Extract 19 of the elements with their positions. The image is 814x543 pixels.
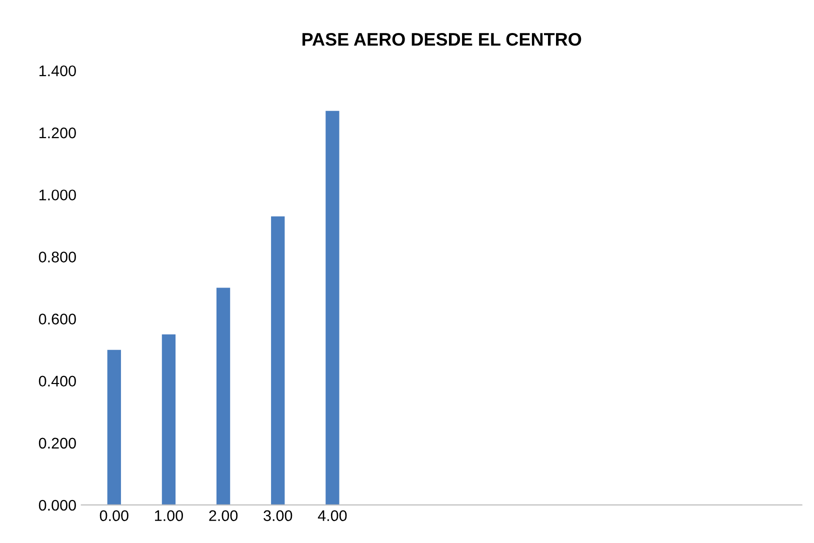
bar — [271, 216, 285, 505]
y-tick-label: 0.800 — [38, 252, 76, 262]
y-tick-label: 0.600 — [38, 314, 76, 325]
y-tick-label: 1.400 — [39, 65, 76, 76]
text: PASE AERO DESDE EL CENTRO — [302, 32, 582, 46]
y-tick-label: 0.000 — [38, 500, 76, 511]
x-tick-label: 3.00 — [264, 510, 292, 522]
x-tick-label: 1.00 — [155, 510, 183, 522]
y-tick-label: 0.200 — [38, 438, 76, 449]
bar — [216, 288, 230, 505]
bar — [162, 334, 176, 505]
x-tick-label: 2.00 — [209, 510, 238, 522]
x-tick-label: 4.00 — [318, 510, 347, 522]
x-tick-label: 0.00 — [100, 510, 128, 522]
y-tick-label: 0.400 — [38, 376, 76, 387]
y-tick-label: 1.000 — [39, 190, 76, 200]
y-tick-label: 1.200 — [39, 128, 76, 138]
bar — [326, 110, 340, 505]
bar — [107, 350, 121, 505]
